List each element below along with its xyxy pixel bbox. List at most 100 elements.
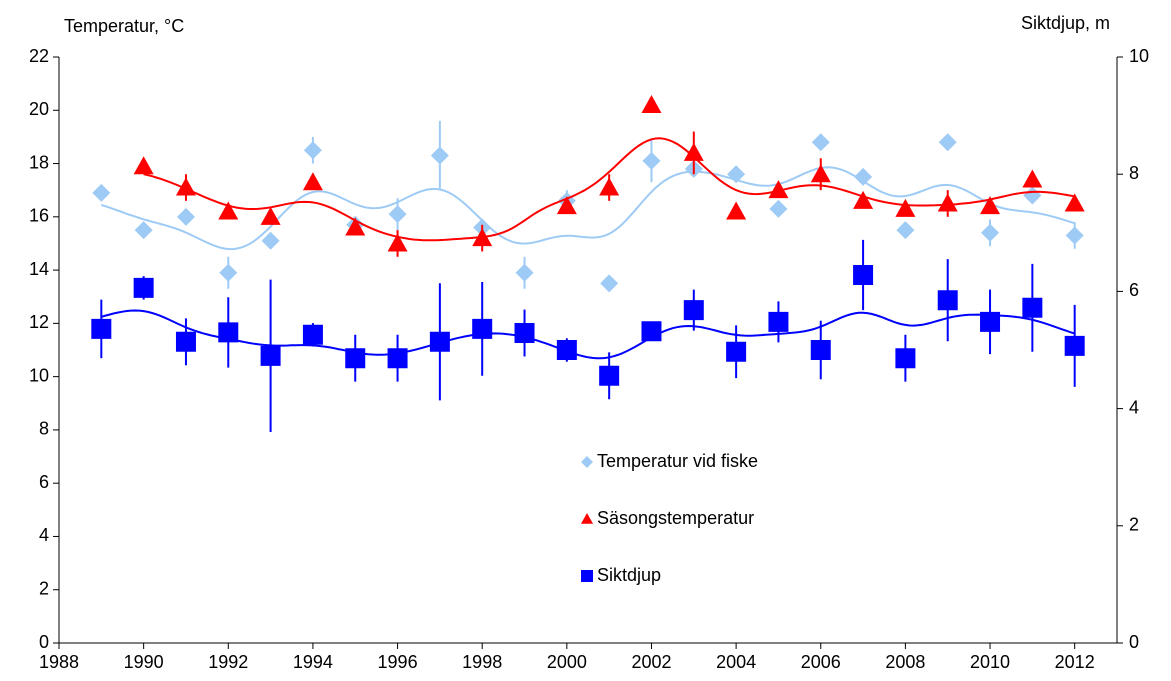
data-point xyxy=(302,172,323,191)
data-point xyxy=(769,199,788,218)
y2-axis-title: Siktdjup, m xyxy=(1021,13,1110,33)
data-point xyxy=(937,193,958,212)
data-point xyxy=(810,340,831,360)
data-point xyxy=(599,365,620,386)
data-point xyxy=(727,165,746,184)
data-point xyxy=(176,207,195,226)
trend-line xyxy=(101,309,1076,360)
data-point xyxy=(556,340,577,360)
data-point xyxy=(303,141,322,160)
y2-tick-label: 0 xyxy=(1129,632,1139,652)
x-tick-label: 2008 xyxy=(885,652,925,672)
x-tick-label: 1996 xyxy=(378,652,418,672)
legend-label: Siktdjup xyxy=(597,565,661,585)
data-point xyxy=(515,263,534,282)
legend-marker xyxy=(581,456,593,468)
data-point xyxy=(514,323,535,344)
data-point xyxy=(92,183,111,202)
data-point xyxy=(896,221,915,240)
y-tick-label: 20 xyxy=(29,99,49,119)
data-point xyxy=(430,146,449,165)
data-point xyxy=(600,274,619,293)
data-point xyxy=(345,217,366,236)
y2-tick-label: 2 xyxy=(1129,515,1139,535)
y-tick-label: 6 xyxy=(39,472,49,492)
data-point xyxy=(768,180,789,199)
y-tick-label: 18 xyxy=(29,152,49,172)
y2-tick-label: 10 xyxy=(1129,46,1149,66)
data-point xyxy=(91,318,112,339)
trend-line xyxy=(143,137,1075,242)
y-tick-label: 12 xyxy=(29,312,49,332)
data-point xyxy=(937,290,958,311)
legend-marker xyxy=(581,570,593,582)
data-point xyxy=(387,348,408,369)
data-point xyxy=(1064,335,1085,356)
legend-label: Säsongstemperatur xyxy=(597,508,754,528)
data-point xyxy=(302,324,323,345)
data-point xyxy=(810,164,831,183)
data-point xyxy=(134,221,153,240)
data-point xyxy=(429,331,450,352)
legend-marker xyxy=(581,513,593,524)
y-tick-label: 10 xyxy=(29,365,49,385)
data-point xyxy=(218,201,239,220)
data-point xyxy=(260,345,281,366)
data-point xyxy=(853,190,874,209)
data-point xyxy=(1064,193,1085,212)
data-point xyxy=(895,198,916,217)
data-point xyxy=(388,205,407,224)
y2-tick-label: 8 xyxy=(1129,163,1139,183)
data-point xyxy=(261,231,280,250)
y2-tick-label: 6 xyxy=(1129,280,1139,300)
data-point xyxy=(1022,297,1043,318)
x-tick-label: 1988 xyxy=(39,652,79,672)
data-point xyxy=(642,151,661,170)
data-point xyxy=(683,142,704,161)
data-point xyxy=(938,133,957,152)
data-point xyxy=(599,177,620,196)
y-tick-label: 2 xyxy=(39,578,49,598)
x-tick-label: 2006 xyxy=(801,652,841,672)
data-point xyxy=(345,348,366,369)
data-point xyxy=(980,196,1001,215)
y-tick-label: 22 xyxy=(29,46,49,66)
data-point xyxy=(726,201,747,220)
y-tick-label: 8 xyxy=(39,419,49,439)
data-point xyxy=(556,196,577,215)
data-point xyxy=(218,322,239,343)
data-point xyxy=(683,300,704,321)
y-tick-label: 14 xyxy=(29,259,49,279)
x-tick-label: 1994 xyxy=(293,652,333,672)
x-tick-label: 1992 xyxy=(208,652,248,672)
data-point xyxy=(811,133,830,152)
y-tick-label: 16 xyxy=(29,206,49,226)
data-point xyxy=(133,156,154,175)
data-point xyxy=(472,228,493,247)
y-axis-title: Temperatur, °C xyxy=(64,16,184,36)
data-point xyxy=(219,263,238,282)
x-tick-label: 2002 xyxy=(631,652,671,672)
data-point xyxy=(260,206,281,225)
data-point xyxy=(175,177,196,196)
x-tick-label: 2010 xyxy=(970,652,1010,672)
data-point xyxy=(1022,169,1043,188)
data-point xyxy=(133,277,154,298)
x-tick-label: 2012 xyxy=(1055,652,1095,672)
data-point xyxy=(1023,186,1042,205)
y-tick-label: 4 xyxy=(39,525,49,545)
y-tick-label: 0 xyxy=(39,632,49,652)
x-tick-label: 1998 xyxy=(462,652,502,672)
data-point xyxy=(726,341,747,362)
data-point xyxy=(387,233,408,252)
x-tick-label: 2004 xyxy=(716,652,756,672)
data-point xyxy=(853,264,874,285)
y2-tick-label: 4 xyxy=(1129,397,1139,417)
data-point xyxy=(980,311,1001,332)
data-point xyxy=(641,321,662,342)
x-tick-label: 2000 xyxy=(547,652,587,672)
data-point xyxy=(175,331,196,352)
data-point xyxy=(768,311,789,332)
data-point xyxy=(895,348,916,369)
